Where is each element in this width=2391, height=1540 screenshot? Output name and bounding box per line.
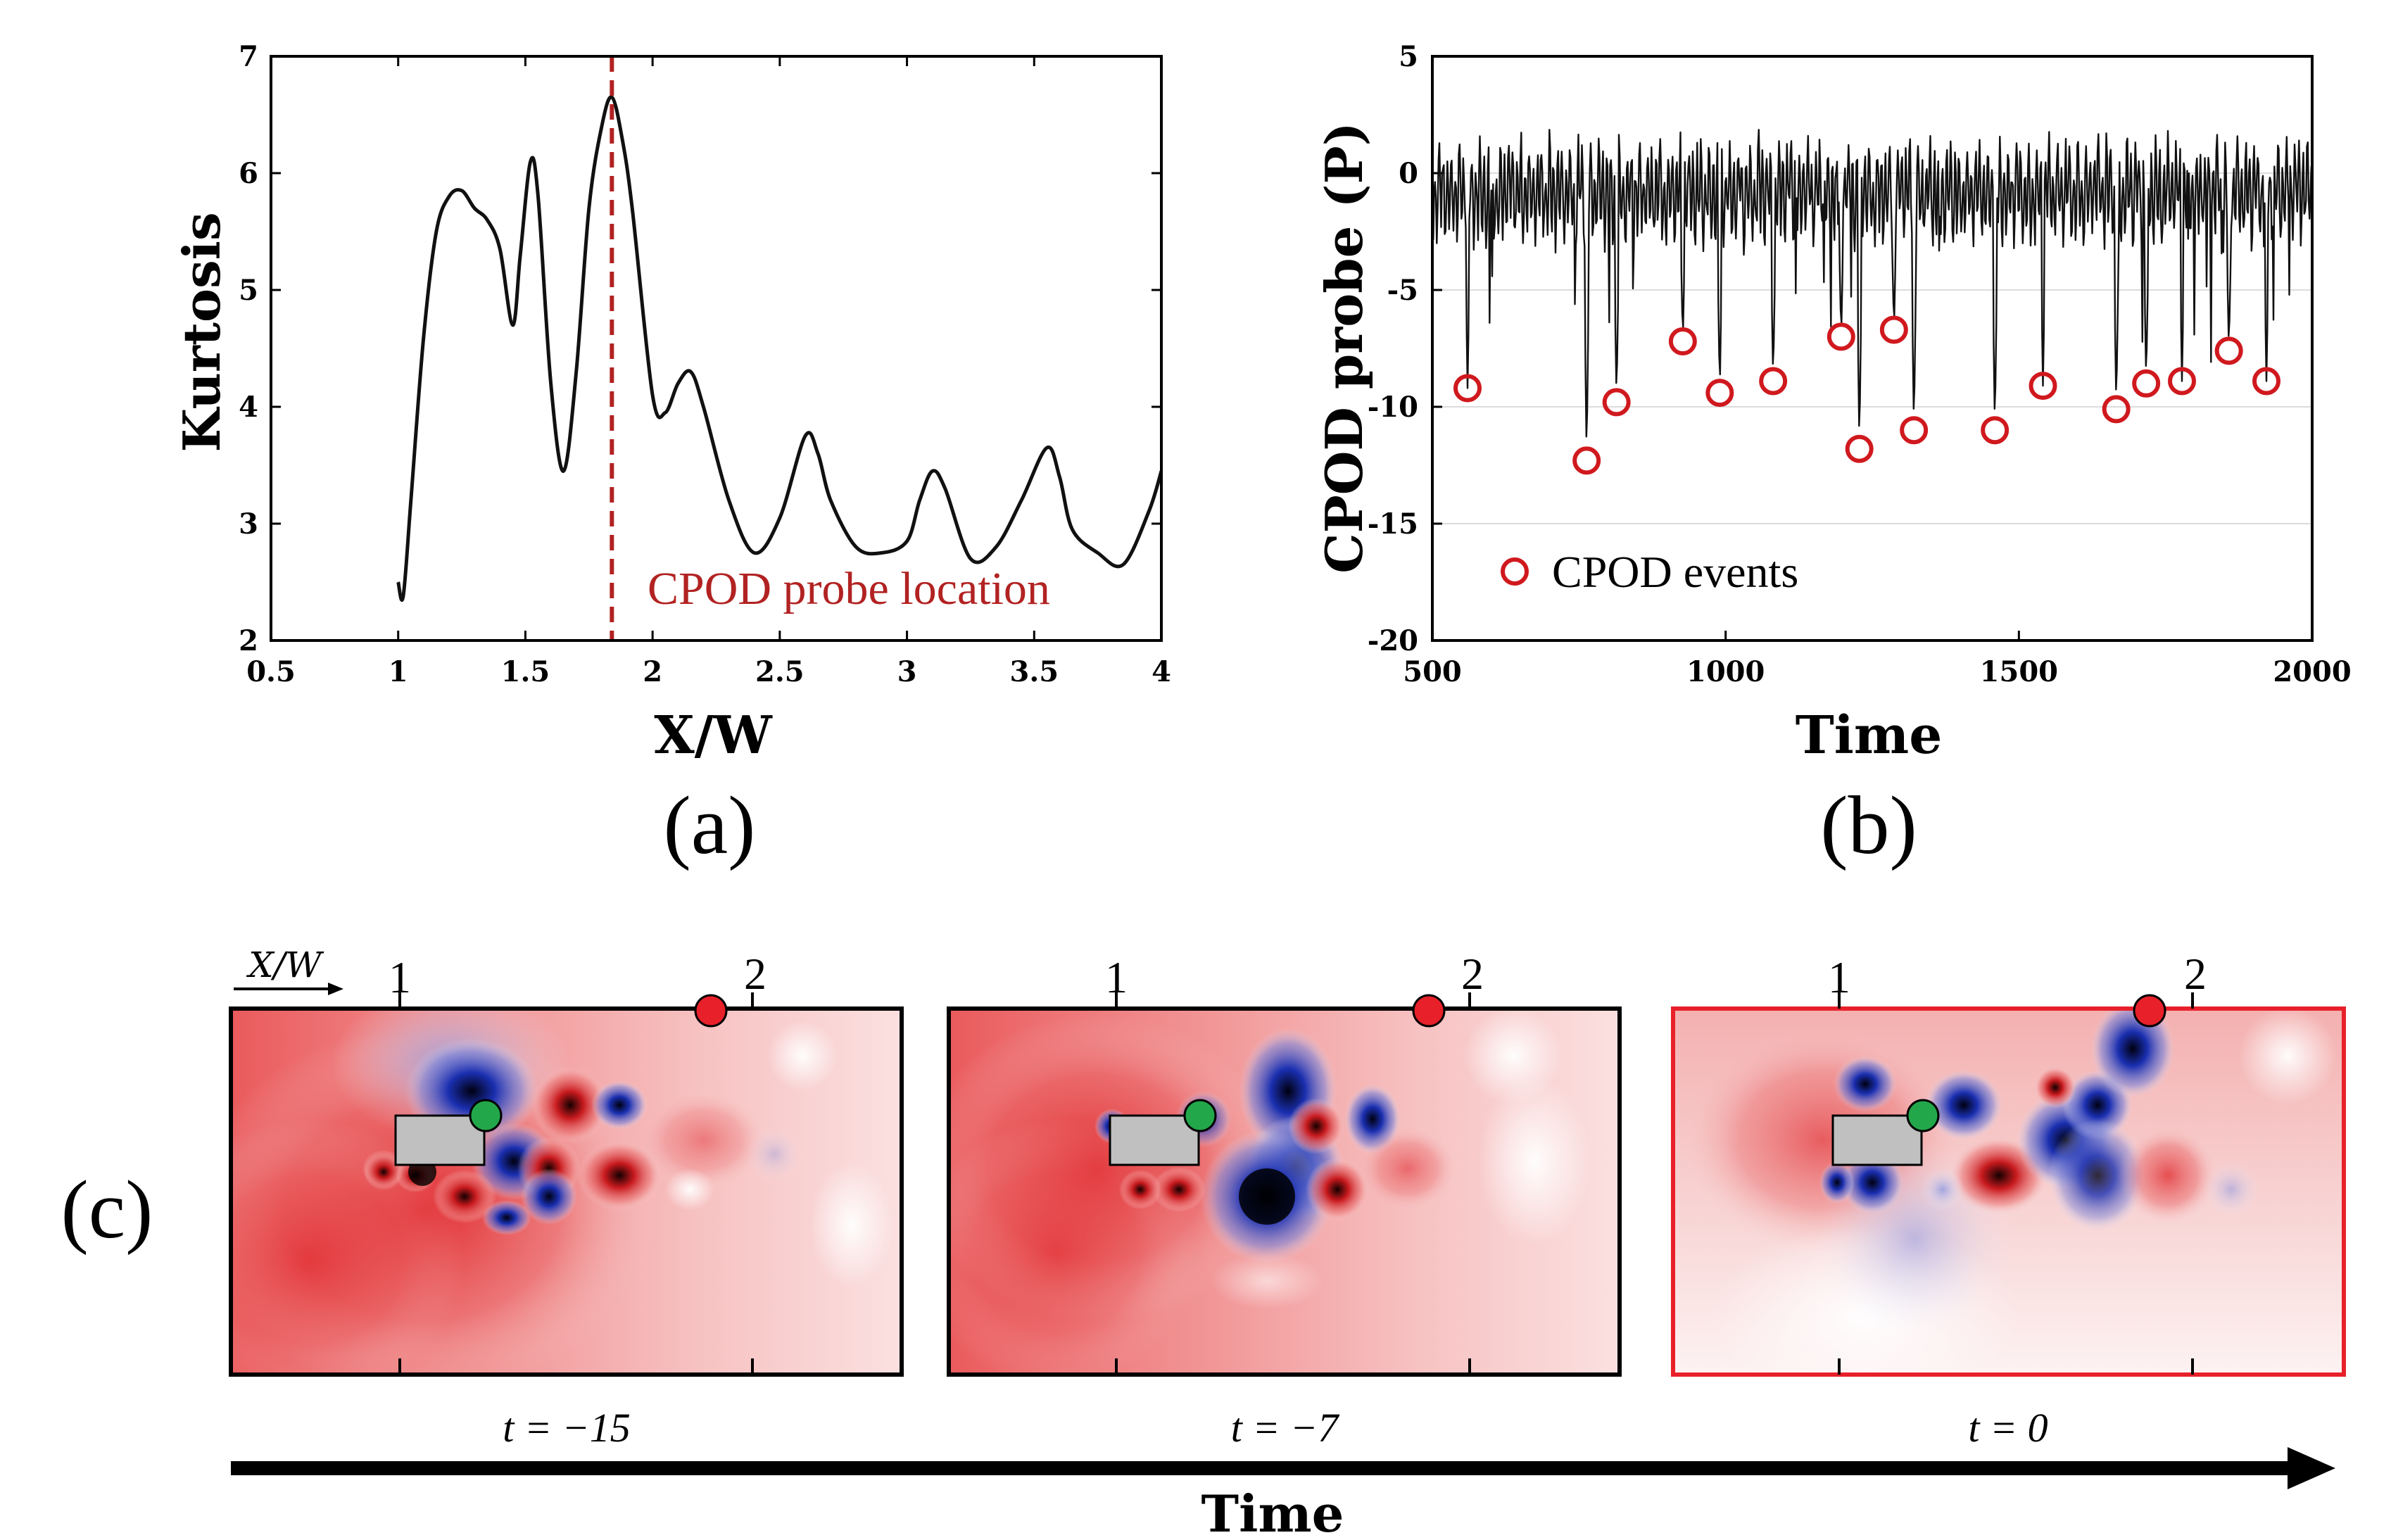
time-arrowhead <box>2288 1447 2335 1489</box>
time-arrow-label: Time <box>1201 1484 1344 1540</box>
panel-b-ylabel: CPOD probe (P) <box>1314 122 1374 573</box>
cpod-event-marker <box>1453 374 1482 403</box>
frame-0-time: t = −15 <box>503 1405 630 1451</box>
snapshot-frame-1: 1 2 t = −7 <box>947 949 1622 1451</box>
legend-label: CPOD events <box>1552 547 1798 597</box>
bluff-body <box>1109 1114 1200 1166</box>
probe-location-annotation: CPOD probe location <box>648 563 1050 614</box>
y-tick-label: 5 <box>1399 40 1418 73</box>
y-tick-label: 7 <box>239 40 258 73</box>
y-tick-label: 3 <box>239 507 258 541</box>
x-tick-label: 1 <box>389 655 408 688</box>
frame-1-time: t = −7 <box>1231 1405 1339 1451</box>
snapshot-frame-0-border <box>229 1006 904 1377</box>
probe-marker <box>694 994 728 1028</box>
body-marker <box>1906 1099 1940 1132</box>
cpod-event-marker <box>1981 416 2010 445</box>
x-tick-label: 2.5 <box>755 655 805 688</box>
cpod-event-marker <box>2168 367 2196 396</box>
axis-caption-arrowhead <box>328 983 343 995</box>
snapshot-frame-0: 1 2 t = −15 <box>229 949 904 1451</box>
tick-1-label: 1 <box>389 952 411 1002</box>
tick-1-label: 1 <box>1105 952 1128 1002</box>
probe-signal-line <box>1432 129 2312 438</box>
cpod-event-marker <box>1705 379 1734 408</box>
cpod-event-marker <box>2214 336 2243 365</box>
x-tick-label: 0.5 <box>246 655 296 688</box>
axis-caption: X/W <box>246 945 324 985</box>
bluff-body <box>1831 1114 1923 1166</box>
cpod-event-marker <box>1845 434 1874 463</box>
panel-a-ylabel: Kurtosis <box>172 213 232 453</box>
probe-marker <box>2133 994 2166 1028</box>
snapshot-frame-2-border <box>1671 1006 2346 1377</box>
y-tick-label: 6 <box>239 157 258 190</box>
panel-c-label: (c) <box>61 1163 153 1256</box>
x-tick-label: 3.5 <box>1009 655 1059 688</box>
y-tick-label: 5 <box>239 274 258 307</box>
legend-marker <box>1501 557 1529 586</box>
cpod-event-marker <box>1602 388 1631 417</box>
frame-2-time: t = 0 <box>1968 1405 2048 1451</box>
y-tick-label: 4 <box>239 391 258 424</box>
panel-c: (c) X/W <box>61 945 2346 1540</box>
cpod-event-marker <box>1759 367 1788 396</box>
y-tick-label: 2 <box>239 624 258 657</box>
tick-2-label: 2 <box>744 949 766 999</box>
cpod-event-marker <box>1572 446 1601 475</box>
cpod-event-marker <box>2132 369 2161 398</box>
body-marker <box>1183 1099 1217 1132</box>
x-tick-label: 1000 <box>1686 655 1765 688</box>
tick-1-label: 1 <box>1828 952 1850 1002</box>
y-tick-label: 0 <box>1399 157 1418 190</box>
x-tick-label: 1500 <box>1980 655 2058 688</box>
cpod-event-marker <box>2252 367 2280 396</box>
panel-a-frame <box>270 55 1163 642</box>
x-tick-label: 4 <box>1152 655 1171 688</box>
y-tick-label: -10 <box>1368 391 1418 424</box>
panel-b-frame <box>1431 55 2314 642</box>
panel-a-ticks: 0.5 1 1.5 2 2.5 3 3.5 4 2 3 4 5 6 7 <box>239 40 1171 688</box>
body-marker <box>469 1099 503 1132</box>
x-tick-label: 500 <box>1403 655 1462 688</box>
y-tick-label: -20 <box>1368 624 1418 657</box>
x-tick-label: 3 <box>897 655 917 688</box>
panel-a-xlabel: X/W <box>654 705 772 766</box>
tick-2-label: 2 <box>2184 949 2207 999</box>
y-tick-label: -15 <box>1368 507 1418 541</box>
cpod-events <box>1453 315 2280 475</box>
panel-a: 0.5 1 1.5 2 2.5 3 3.5 4 2 3 4 5 6 7 CPOD probe locati… <box>172 40 1171 871</box>
panel-b-label: (b) <box>1820 779 1917 871</box>
cpod-event-marker <box>2029 372 2057 400</box>
x-tick-label: 2 <box>643 655 662 688</box>
bluff-body <box>394 1114 486 1166</box>
kurtosis-line <box>396 95 1161 602</box>
tick-2-label: 2 <box>1461 949 1484 999</box>
panel-a-label: (a) <box>664 779 756 871</box>
cpod-event-marker <box>1668 327 1697 356</box>
cpod-event-marker <box>1879 315 1908 344</box>
snapshot-frame-1-border <box>947 1006 1622 1377</box>
probe-marker <box>1412 994 1446 1028</box>
x-tick-label: 2000 <box>2273 655 2351 688</box>
snapshot-frame-2: 1 2 t = 0 <box>1671 949 2346 1451</box>
cpod-event-marker <box>1827 322 1855 351</box>
y-tick-label: -5 <box>1387 274 1418 307</box>
cpod-event-marker <box>1900 416 1929 445</box>
x-tick-label: 1.5 <box>501 655 550 688</box>
cpod-event-marker <box>2102 395 2131 424</box>
panel-b-xlabel: Time <box>1796 705 1943 766</box>
